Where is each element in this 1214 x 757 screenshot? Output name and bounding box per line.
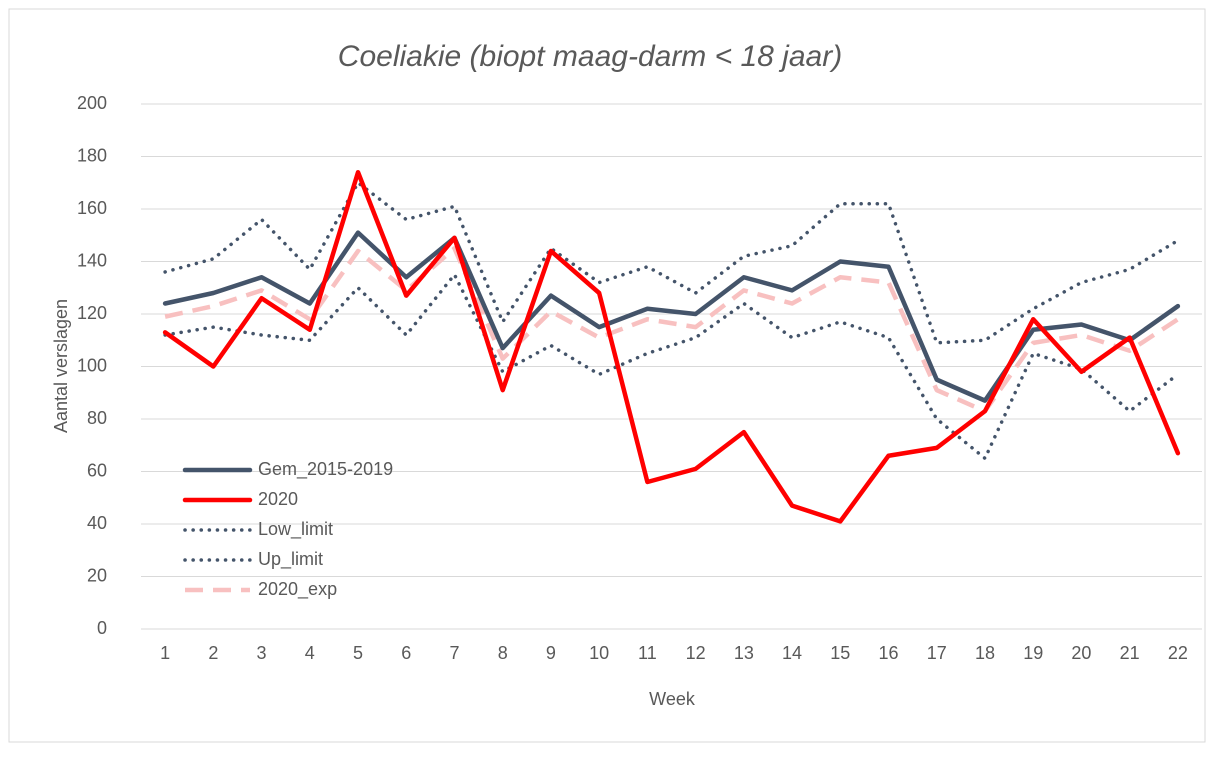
chart-title: Coeliakie (biopt maag-darm < 18 jaar) xyxy=(338,40,842,73)
series-line xyxy=(162,170,1181,524)
x-tick-label: 16 xyxy=(879,643,899,663)
legend-label: Gem_2015-2019 xyxy=(258,459,393,480)
y-axis-label: Aantal verslagen xyxy=(51,299,71,433)
x-tick-label: 6 xyxy=(401,643,411,663)
y-tick-label: 140 xyxy=(77,250,107,270)
x-tick-label: 4 xyxy=(305,643,315,663)
x-tick-label: 5 xyxy=(353,643,363,663)
chart-border xyxy=(8,8,1206,743)
x-tick-label: 3 xyxy=(257,643,267,663)
series-line xyxy=(163,181,1180,345)
y-tick-label: 160 xyxy=(77,198,107,218)
y-tick-label: 40 xyxy=(87,513,107,533)
x-tick-label: 11 xyxy=(638,643,657,663)
series-line xyxy=(163,272,1180,461)
x-tick-label: 13 xyxy=(734,643,754,663)
x-tick-label: 12 xyxy=(686,643,706,663)
legend-label: 2020_exp xyxy=(258,579,337,600)
y-tick-label: 80 xyxy=(87,408,107,428)
y-tick-label: 100 xyxy=(77,355,107,375)
x-tick-label: 20 xyxy=(1071,643,1091,663)
y-tick-label: 0 xyxy=(97,618,107,638)
x-axis-label: Week xyxy=(649,689,696,709)
series-line xyxy=(164,246,1180,414)
x-tick-label: 9 xyxy=(546,643,556,663)
x-tick-label: 1 xyxy=(160,643,170,663)
x-tick-label: 19 xyxy=(1023,643,1043,663)
x-tick-label: 15 xyxy=(830,643,850,663)
y-tick-label: 60 xyxy=(87,460,107,480)
x-tick-label: 8 xyxy=(498,643,508,663)
x-tick-label: 7 xyxy=(449,643,459,663)
y-tick-label: 120 xyxy=(77,303,107,323)
x-tick-label: 21 xyxy=(1120,643,1140,663)
x-tick-label: 10 xyxy=(589,643,609,663)
legend-label: 2020 xyxy=(258,489,298,509)
x-tick-label: 17 xyxy=(927,643,947,663)
y-tick-label: 200 xyxy=(77,93,107,113)
legend-label: Low_limit xyxy=(258,519,333,540)
y-tick-label: 20 xyxy=(87,565,107,585)
legend-label: Up_limit xyxy=(258,549,323,570)
x-tick-label: 18 xyxy=(975,643,995,663)
y-tick-label: 180 xyxy=(77,145,107,165)
x-tick-label: 2 xyxy=(208,643,218,663)
x-tick-label: 14 xyxy=(782,643,802,663)
x-tick-label: 22 xyxy=(1168,643,1188,663)
